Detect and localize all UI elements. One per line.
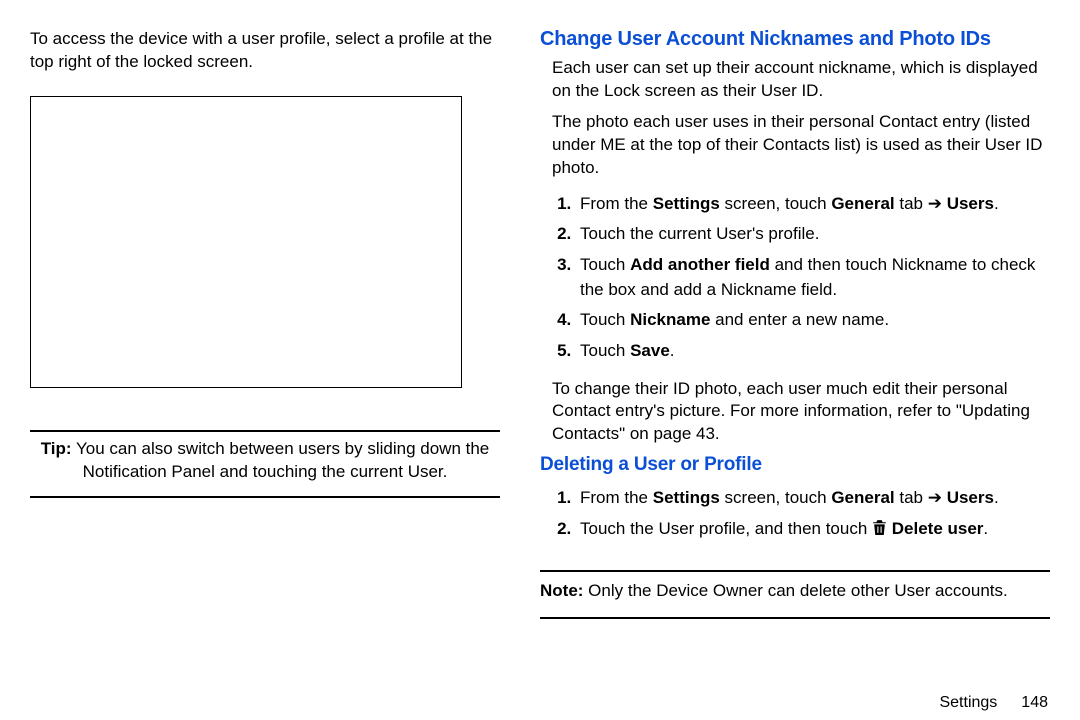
note-rule-top <box>540 570 1050 572</box>
tip-label: Tip: <box>41 439 72 458</box>
steps-change-nickname: From the Settings screen, touch General … <box>540 192 1050 370</box>
footer-page-number: 148 <box>1021 694 1048 711</box>
step-5: Touch Save. <box>576 339 1050 364</box>
heading-change-nicknames: Change User Account Nicknames and Photo … <box>540 28 1050 51</box>
para-nickname-intro: Each user can set up their account nickn… <box>540 57 1050 103</box>
step-3: Touch Add another field and then touch N… <box>576 253 1050 302</box>
note-block: Note: Only the Device Owner can delete o… <box>540 578 1050 605</box>
intro-text: To access the device with a user profile… <box>30 28 500 74</box>
page-footer: Settings 148 <box>939 694 1048 712</box>
para-change-photo: To change their ID photo, each user much… <box>540 378 1050 447</box>
note-label: Note: <box>540 581 583 600</box>
left-column: To access the device with a user profile… <box>30 28 500 710</box>
note-rule-bottom <box>540 617 1050 619</box>
note-text: Only the Device Owner can delete other U… <box>583 581 1007 600</box>
para-photo-intro: The photo each user uses in their person… <box>540 111 1050 180</box>
trash-icon <box>872 519 887 544</box>
step-1: From the Settings screen, touch General … <box>576 192 1050 217</box>
tip-rule-top <box>30 430 500 432</box>
tip-block: Tip: You can also switch between users b… <box>30 438 500 484</box>
del-step-2: Touch the User profile, and then touch D… <box>576 517 1050 544</box>
right-column: Change User Account Nicknames and Photo … <box>540 28 1050 710</box>
manual-page: To access the device with a user profile… <box>0 0 1080 720</box>
steps-delete-user: From the Settings screen, touch General … <box>540 486 1050 549</box>
del-step-1: From the Settings screen, touch General … <box>576 486 1050 511</box>
footer-section: Settings <box>939 694 997 711</box>
tip-rule-bottom <box>30 496 500 498</box>
heading-delete-user: Deleting a User or Profile <box>540 454 1050 476</box>
step-2: Touch the current User's profile. <box>576 222 1050 247</box>
step-4: Touch Nickname and enter a new name. <box>576 308 1050 333</box>
screenshot-placeholder <box>30 96 462 388</box>
tip-text: You can also switch between users by sli… <box>72 439 490 481</box>
